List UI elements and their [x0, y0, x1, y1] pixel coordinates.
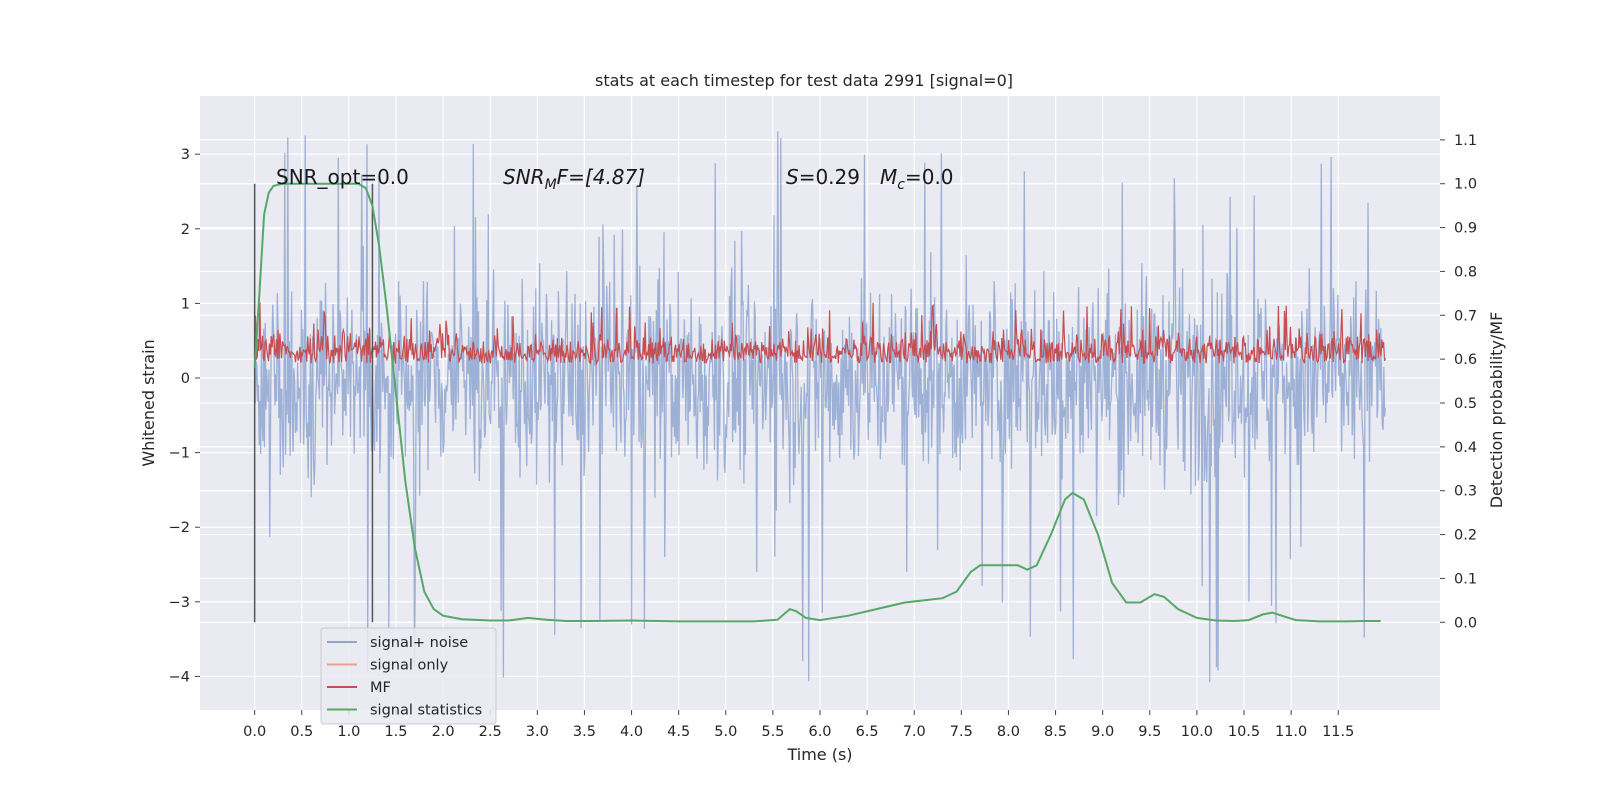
x-tick-label: 10.5: [1228, 724, 1260, 740]
y2-tick-label: 0.1: [1454, 571, 1477, 587]
x-axis-ticks: 0.0 0.5 1.0 1.5 2.0 2.5 3.0 3.5 4.0 4.5 5.0 5.5 6.0 6…: [243, 710, 1354, 740]
x-tick-label: 5.5: [761, 724, 784, 740]
annotation-mc-symbol: M: [880, 165, 897, 189]
annotation-snr-mf-symbol: SNR: [503, 165, 545, 189]
x-tick-label: 9.5: [1138, 724, 1161, 740]
annotation-snr-mf-sub: M: [545, 177, 557, 193]
annotation-mc-sub: c: [897, 177, 905, 193]
x-tick-label: 2.5: [479, 724, 502, 740]
y2-tick-label: 0.5: [1454, 396, 1477, 412]
y-tick-label: 3: [181, 147, 190, 163]
legend-label: MF: [370, 680, 391, 696]
y2-tick-label: 0.6: [1454, 352, 1477, 368]
x-tick-label: 3.5: [573, 724, 596, 740]
x-tick-label: 6.5: [856, 724, 879, 740]
y-tick-label: 2: [181, 222, 190, 238]
x-tick-label: 4.0: [620, 724, 643, 740]
y-tick-label: −4: [169, 669, 190, 685]
x-tick-label: 5.0: [714, 724, 737, 740]
y-tick-label: −1: [169, 446, 190, 462]
x-tick-label: 8.5: [1044, 724, 1067, 740]
x-tick-label: 1.5: [384, 724, 407, 740]
x-tick-label: 9.0: [1091, 724, 1114, 740]
y2-axis-label: Detection probability/MF: [1487, 312, 1506, 509]
signal-statistics-series: [253, 182, 1381, 623]
y2-axis-ticks: 0.0 0.1 0.2 0.3 0.4 0.5 0.6 0.7 0.8 0.9 1.0 1.1: [1440, 133, 1477, 631]
y2-tick-label: 0.3: [1454, 484, 1477, 500]
x-tick-label: 0.0: [243, 724, 266, 740]
y-axis-ticks: −4 −3 −2 −1 0 1 2 3: [169, 147, 200, 685]
y2-tick-label: 0.4: [1454, 440, 1477, 456]
x-axis-label: Time (s): [786, 745, 852, 764]
x-tick-label: 11.0: [1275, 724, 1307, 740]
legend-label: signal only: [370, 658, 449, 674]
y2-tick-label: 0.8: [1454, 264, 1477, 280]
x-tick-label: 4.5: [667, 724, 690, 740]
legend-box: [320, 627, 497, 725]
annotation-mc-value: =0.0: [905, 165, 954, 189]
x-tick-label: 10.0: [1181, 724, 1213, 740]
x-tick-label: 1.0: [337, 724, 360, 740]
annotation-mc: Mc=0.0: [880, 165, 954, 193]
y-tick-label: −2: [169, 520, 190, 536]
y2-tick-label: 0.2: [1454, 528, 1477, 544]
annotation-s: S=0.29: [786, 165, 860, 189]
chart-title: stats at each timestep for test data 299…: [595, 71, 1013, 90]
mf-series: [254, 302, 1386, 366]
x-tick-label: 7.0: [903, 724, 926, 740]
x-tick-label: 0.5: [290, 724, 313, 740]
legend-items: signal+ noise signal only MF signal statist…: [327, 635, 482, 719]
mf-line: [254, 302, 1386, 366]
x-tick-label: 11.5: [1322, 724, 1354, 740]
signal-statistics-line: [253, 182, 1381, 623]
annotation-snr-opt: SNR_opt=0.0: [276, 165, 409, 189]
signal-noise-line: [254, 131, 1386, 683]
x-tick-label: 7.5: [950, 724, 973, 740]
y-tick-label: 0: [181, 371, 190, 387]
x-tick-label: 2.0: [432, 724, 455, 740]
annotation-s-symbol: S: [786, 165, 799, 189]
signal-noise-series: [254, 131, 1386, 683]
annotations: SNR_opt=0.0 SNRMF=[4.87] S=0.29 Mc=0.0: [276, 165, 954, 193]
legend: signal+ noise signal only MF signal statist…: [320, 627, 497, 725]
x-tick-label: 8.0: [997, 724, 1020, 740]
annotation-snr-mf-rest: F=[4.87]: [557, 165, 645, 189]
x-tick-label: 6.0: [808, 724, 831, 740]
y-tick-label: −3: [169, 595, 190, 611]
y2-tick-label: 1.1: [1454, 133, 1477, 149]
annotation-s-value: =0.29: [799, 165, 860, 189]
vertical-markers: [253, 183, 374, 623]
annotation-snr-mf: SNRMF=[4.87]: [503, 165, 645, 193]
y2-tick-label: 0.0: [1454, 615, 1477, 631]
y-tick-label: 1: [181, 296, 190, 312]
plot-area: [200, 96, 1440, 710]
legend-label: signal+ noise: [370, 635, 468, 651]
y2-tick-label: 1.0: [1454, 177, 1477, 193]
y2-tick-label: 0.9: [1454, 221, 1477, 237]
y-axis-label: Whitened strain: [139, 339, 158, 466]
y2-tick-label: 0.7: [1454, 308, 1477, 324]
x-tick-label: 3.0: [526, 724, 549, 740]
legend-label: signal statistics: [370, 703, 482, 719]
